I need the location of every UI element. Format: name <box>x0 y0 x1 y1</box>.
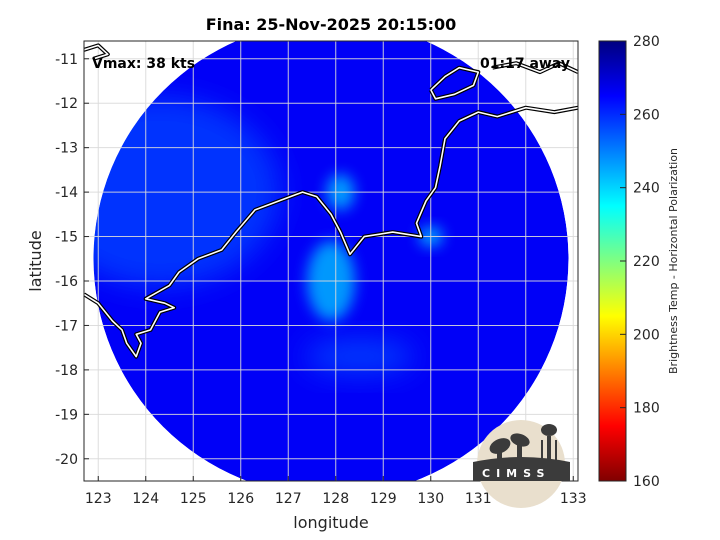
colorbar-label: Brightness Temp - Horizontal Polarizatio… <box>667 148 680 374</box>
logo-water-tower-icon <box>541 424 557 462</box>
x-tick-label-1: 124 <box>132 491 159 507</box>
x-axis-label: longitude <box>293 513 368 532</box>
x-axis-ticks: 123124125126127128129130131132133 <box>85 476 587 507</box>
coastline-line-2 <box>492 62 578 73</box>
time-offset-annotation: 01:17 away <box>480 56 570 72</box>
axes-box <box>83 40 579 482</box>
y-axis-ticks: -11 -12 -13 -14 -15 -16 -17 -18 -19 -20 <box>55 52 89 468</box>
coastline-line-0 <box>84 106 578 358</box>
y-tick-label-4: -15 <box>55 230 78 246</box>
y-tick-label-6: -17 <box>55 318 78 334</box>
colorbar-tick-label-6: 160 <box>633 474 660 490</box>
logo-hill <box>473 457 570 481</box>
x-tick-label-8: 131 <box>465 491 492 507</box>
x-tick-label-4: 127 <box>275 491 302 507</box>
colorbar-tick-label-5: 180 <box>633 401 660 417</box>
y-tick-label-9: -20 <box>55 452 78 468</box>
x-tick-label-2: 125 <box>180 491 207 507</box>
y-tick-label-0: -11 <box>55 52 78 68</box>
y-tick-label-2: -13 <box>55 141 78 157</box>
x-tick-label-5: 128 <box>322 491 349 507</box>
y-tick-label-3: -14 <box>55 185 78 201</box>
colorbar-tick-label-4: 200 <box>633 327 660 343</box>
coastline <box>84 43 578 359</box>
y-tick-label-5: -16 <box>55 274 78 290</box>
grid-lines <box>84 41 578 481</box>
logo-dish-icon <box>489 433 530 462</box>
cimss-logo: CIMSS <box>473 420 570 508</box>
vmax-annotation: Vmax: 38 kts <box>92 56 195 72</box>
y-tick-label-1: -12 <box>55 96 78 112</box>
logo-text: CIMSS <box>482 467 550 480</box>
colorbar-tick-label-3: 220 <box>633 254 660 270</box>
x-tick-label-0: 123 <box>85 491 112 507</box>
colorbar-tick-label-1: 260 <box>633 107 660 123</box>
y-tick-label-8: -19 <box>55 407 78 423</box>
chart-title: Fina: 25-Nov-2025 20:15:00 <box>206 15 457 34</box>
y-axis-label: latitude <box>26 230 45 291</box>
warm-region-4 <box>304 338 415 375</box>
coastline-line-1 <box>430 66 480 100</box>
x-tick-label-6: 129 <box>370 491 397 507</box>
coastline-line-3 <box>84 44 109 60</box>
colorbar-ticks: 280 260 240 220 200 180 160 <box>620 34 660 490</box>
x-tick-label-10: 133 <box>560 491 587 507</box>
x-tick-label-3: 126 <box>227 491 254 507</box>
y-tick-label-7: -18 <box>55 363 78 379</box>
x-tick-label-7: 130 <box>417 491 444 507</box>
colorbar-tick-label-0: 280 <box>633 34 660 50</box>
colorbar-tick-label-2: 240 <box>633 181 660 197</box>
